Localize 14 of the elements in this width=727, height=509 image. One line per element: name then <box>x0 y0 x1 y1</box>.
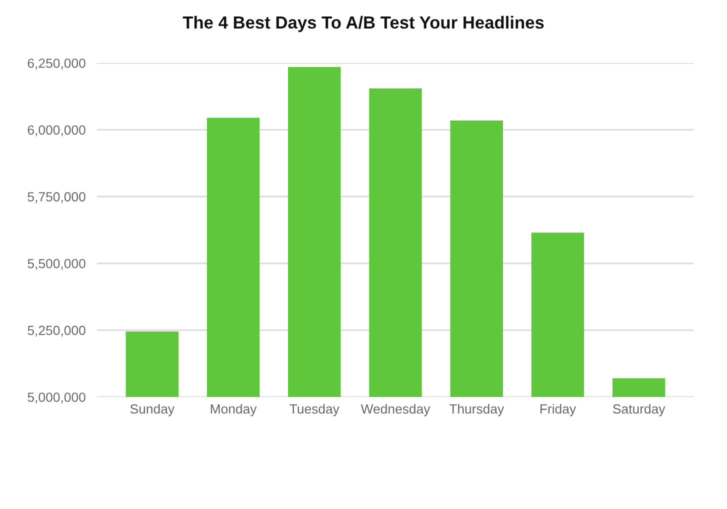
x-tick-label: Monday <box>210 404 257 416</box>
x-tick-label: Wednesday <box>360 404 430 416</box>
y-tick-label: 5,250,000 <box>28 326 86 337</box>
x-tick-label: Friday <box>540 404 576 416</box>
y-tick-label: 5,750,000 <box>28 192 86 204</box>
x-tick-label: Sunday <box>130 404 175 416</box>
y-tick-label: 6,250,000 <box>28 58 86 70</box>
y-tick-label: 5,000,000 <box>28 392 86 404</box>
chart-title: The 4 Best Days To A/B Test Your Headlines <box>182 16 544 32</box>
x-tick-label: Saturday <box>613 404 666 416</box>
x-tick-label: Thursday <box>449 404 504 416</box>
y-tick-label: 5,500,000 <box>28 258 86 270</box>
y-tick-label: 6,000,000 <box>28 125 86 136</box>
x-tick-label: Tuesday <box>290 404 340 416</box>
